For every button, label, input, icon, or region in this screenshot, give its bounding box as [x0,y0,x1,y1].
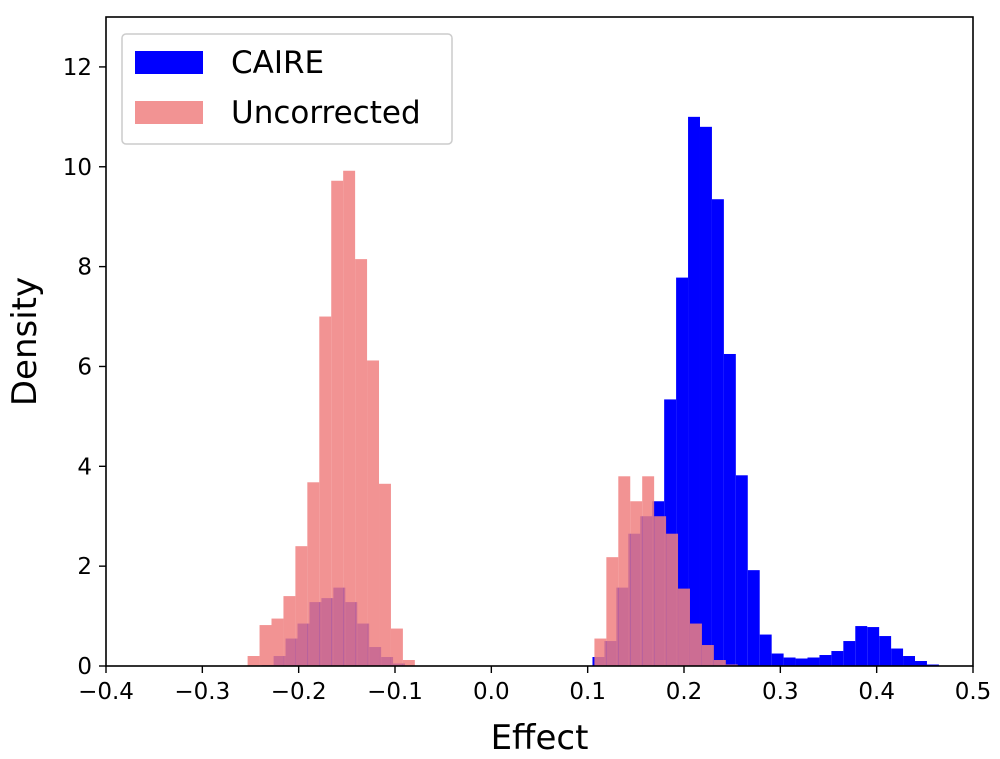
legend-swatch-caire [135,51,203,74]
x-axis-title: Effect [491,718,589,758]
bar-caire-30 [807,657,820,666]
x-tick-label: 0.4 [858,679,895,705]
y-tick-label: 8 [77,255,92,281]
bar-uncorrected-5 [307,482,320,666]
bar-uncorrected-2 [271,618,284,666]
legend-label-caire: CAIRE [231,45,324,81]
bar-uncorrected-23 [701,645,714,666]
bar-uncorrected-24 [713,660,726,666]
bar-uncorrected-11 [379,483,391,666]
x-tick-label: 0.3 [762,679,799,705]
legend: CAIRE Uncorrected [121,33,453,145]
y-tick-label: 4 [77,454,92,480]
bar-caire-34 [855,626,868,666]
x-tick-label: −0.4 [78,679,134,705]
bar-uncorrected-13 [402,660,415,666]
y-tick-label: 12 [63,55,92,81]
bar-caire-21 [699,126,712,667]
uncorrected-bars [247,170,738,667]
plot-frame [105,16,974,667]
bar-uncorrected-6 [319,316,332,666]
x-tick-label: −0.3 [174,679,230,705]
bar-caire-37 [891,648,904,666]
bar-caire-39 [915,661,927,666]
bar-caire-27 [771,653,784,666]
bar-uncorrected-8 [343,170,356,667]
bar-caire-22 [711,199,724,666]
bar-uncorrected-16 [618,476,631,666]
y-tick-label: 0 [77,654,92,680]
bar-caire-26 [759,634,772,666]
bar-uncorrected-17 [630,501,643,666]
bar-caire-24 [735,475,748,666]
x-tick-label: −0.2 [271,679,327,705]
bar-uncorrected-0 [247,656,260,666]
bar-uncorrected-18 [642,476,655,666]
x-tick-label: 0.1 [569,679,606,705]
y-tick-label: 10 [63,155,92,181]
bar-caire-31 [819,655,832,666]
bar-uncorrected-7 [331,180,344,667]
bar-caire-38 [903,656,916,666]
bar-caire-36 [879,636,892,666]
bar-caire-29 [795,658,808,666]
bar-uncorrected-4 [295,546,308,666]
bar-uncorrected-3 [283,596,296,666]
bar-uncorrected-19 [654,516,667,666]
bar-uncorrected-9 [355,259,368,666]
y-axis-title: Density [5,277,45,406]
bar-uncorrected-21 [678,588,690,666]
bar-caire-25 [747,570,760,666]
x-tick-label: 0.2 [666,679,703,705]
legend-swatch-uncorrected [135,101,203,124]
bar-uncorrected-20 [666,533,679,666]
bar-caire-19 [676,277,689,666]
x-tick-label: 0.5 [955,679,992,705]
bar-caire-28 [783,657,796,666]
bar-uncorrected-15 [606,557,619,666]
legend-label-uncorrected: Uncorrected [231,95,421,131]
bar-caire-32 [831,651,844,666]
legend-box [121,33,453,145]
y-tick-label: 2 [77,554,92,580]
bar-uncorrected-1 [259,625,272,666]
bar-caire-18 [664,399,677,666]
y-tick-label: 6 [77,354,92,380]
axes: −0.4 −0.3 −0.2 −0.1 0.0 0.1 0.2 0.3 0.4 0.5 0 2 4 6 8 1… [63,16,992,705]
x-tick-label: 0.0 [473,679,510,705]
bar-uncorrected-10 [367,360,380,666]
bar-uncorrected-12 [390,628,403,666]
bar-caire-20 [688,116,700,667]
bar-uncorrected-22 [689,623,702,666]
bar-caire-35 [867,627,880,666]
bar-uncorrected-14 [594,638,607,666]
x-tick-label: −0.1 [367,679,423,705]
bar-caire-33 [843,641,856,666]
bar-caire-23 [723,353,736,666]
